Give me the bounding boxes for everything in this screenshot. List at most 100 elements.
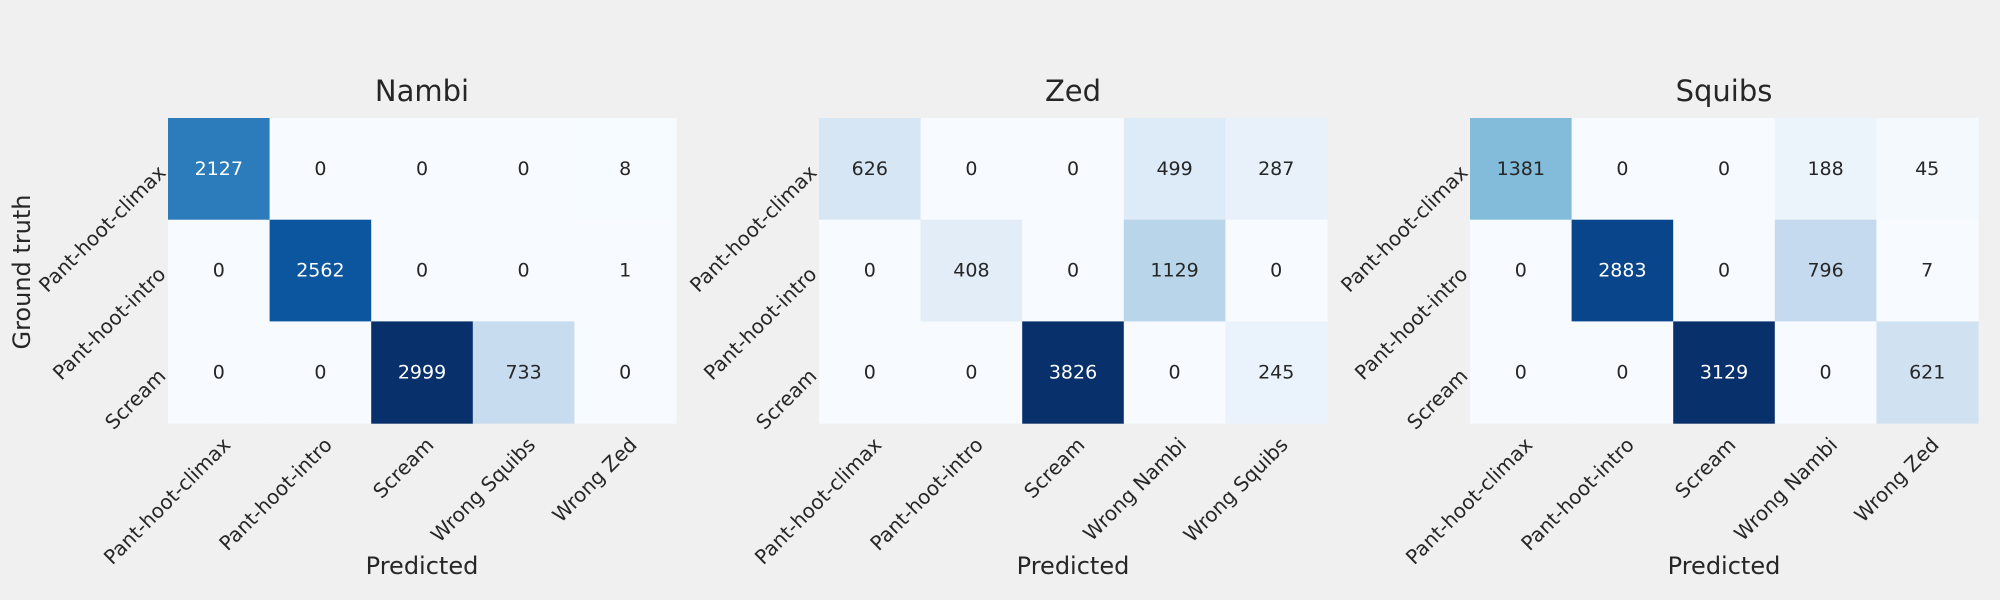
heatmap-cell	[920, 321, 1023, 424]
cell-value-label: 408	[953, 260, 989, 282]
x-axis-label: Predicted	[366, 552, 479, 580]
heatmap-cell	[472, 118, 575, 221]
heatmap-cell	[1673, 321, 1776, 424]
heatmap-cell	[1022, 219, 1125, 322]
heatmap-cell	[1571, 219, 1674, 322]
heatmap-cell	[371, 219, 474, 322]
cell-value-label: 0	[1067, 260, 1079, 282]
cell-value-label: 2883	[1598, 260, 1646, 282]
heatmap-cell	[1470, 321, 1573, 424]
row-tick-label: Scream	[1402, 364, 1472, 434]
cell-value-label: 8	[619, 158, 631, 180]
heatmap-panel-2: Squibs 1381 0 0 188 45 0 2883 0 796 7 0 0 3129 0 621 Pan…	[1336, 74, 1979, 580]
cell-value-label: 0	[965, 158, 977, 180]
heatmap-cell	[168, 219, 271, 322]
cell-value-label: 0	[213, 361, 225, 383]
chart-title: Nambi	[375, 74, 469, 108]
cell-value-label: 0	[619, 361, 631, 383]
heatmap-cell	[1225, 321, 1328, 424]
col-tick-label: Pant-hoot-climax	[750, 433, 887, 570]
col-tick-label: Wrong Zed	[1849, 433, 1943, 527]
heatmap-cell	[920, 219, 1023, 322]
cell-value-label: 7	[1921, 260, 1933, 282]
cell-value-label: 0	[213, 260, 225, 282]
heatmap-cell	[1774, 118, 1877, 221]
heatmap-cell	[371, 321, 474, 424]
x-axis-label: Predicted	[1017, 552, 1130, 580]
cell-value-label: 245	[1258, 361, 1294, 383]
heatmap-cell	[819, 118, 922, 221]
cell-value-label: 287	[1258, 158, 1294, 180]
heatmap-cell	[1673, 118, 1776, 221]
cell-value-label: 45	[1915, 158, 1939, 180]
heatmap-cell	[574, 219, 677, 322]
heatmap-cell	[1022, 118, 1125, 221]
heatmap-cell	[574, 118, 677, 221]
cell-value-label: 2562	[296, 260, 344, 282]
heatmap-cell	[1673, 219, 1776, 322]
heatmap-cell	[1876, 219, 1979, 322]
cell-value-label: 0	[416, 158, 428, 180]
cell-value-label: 0	[1515, 361, 1527, 383]
heatmap-cell	[819, 219, 922, 322]
heatmap-cell	[168, 321, 271, 424]
cell-value-label: 2127	[195, 158, 243, 180]
cell-value-label: 0	[1169, 361, 1181, 383]
col-tick-label: Pant-hoot-climax	[99, 433, 236, 570]
col-tick-label: Wrong Zed	[547, 433, 641, 527]
heatmap-panel-1: Zed 626 0 0 499 287 0 408 0 1129 0 0 0 3826 0 245 Pant-h…	[685, 74, 1328, 580]
cell-value-label: 0	[314, 361, 326, 383]
heatmap-cell	[472, 321, 575, 424]
col-tick-label: Wrong Squibs	[426, 433, 540, 547]
col-tick-label: Wrong Nambi	[1078, 433, 1191, 546]
figure-ylabel: Ground truth	[8, 194, 36, 349]
cell-value-label: 499	[1156, 158, 1192, 180]
heatmap-cell	[269, 118, 372, 221]
heatmap-cell	[269, 321, 372, 424]
col-tick-label: Wrong Nambi	[1729, 433, 1842, 546]
cell-value-label: 2999	[398, 361, 446, 383]
heatmap-cell	[269, 219, 372, 322]
x-axis-label: Predicted	[1668, 552, 1781, 580]
heatmap-cell	[1774, 219, 1877, 322]
cell-value-label: 0	[1820, 361, 1832, 383]
heatmap-panel-0: Nambi 2127 0 0 0 8 0 2562 0 0 1 0 0 2999 733 0 Pant-hoot…	[34, 74, 677, 580]
cell-value-label: 0	[1067, 158, 1079, 180]
cell-value-label: 0	[416, 260, 428, 282]
cell-value-label: 3129	[1700, 361, 1748, 383]
heatmap-cell	[1876, 321, 1979, 424]
cell-value-label: 1	[619, 260, 631, 282]
cell-value-label: 0	[1515, 260, 1527, 282]
heatmap-cell	[168, 118, 271, 221]
heatmap-cell	[1123, 118, 1226, 221]
cell-value-label: 626	[852, 158, 888, 180]
cell-value-label: 3826	[1049, 361, 1097, 383]
heatmap-cell	[371, 118, 474, 221]
cell-value-label: 1129	[1150, 260, 1198, 282]
col-tick-label: Scream	[1670, 433, 1740, 503]
cell-value-label: 0	[864, 260, 876, 282]
col-tick-label: Scream	[1019, 433, 1089, 503]
heatmap-cell	[1123, 219, 1226, 322]
col-tick-label: Scream	[368, 433, 438, 503]
cell-value-label: 0	[1270, 260, 1282, 282]
row-tick-label: Scream	[100, 364, 170, 434]
cell-value-label: 796	[1807, 260, 1843, 282]
cell-value-label: 0	[1616, 361, 1628, 383]
cell-value-label: 0	[518, 158, 530, 180]
cell-value-label: 0	[1718, 260, 1730, 282]
col-tick-label: Wrong Squibs	[1179, 433, 1293, 547]
cell-value-label: 1381	[1497, 158, 1545, 180]
col-tick-label: Pant-hoot-climax	[1401, 433, 1538, 570]
heatmap-cell	[574, 321, 677, 424]
chart-title: Zed	[1045, 74, 1101, 108]
row-tick-label: Scream	[751, 364, 821, 434]
heatmap-cell	[1470, 219, 1573, 322]
cell-value-label: 733	[505, 361, 541, 383]
heatmap-cell	[920, 118, 1023, 221]
cell-value-label: 0	[1718, 158, 1730, 180]
heatmap-cell	[1225, 118, 1328, 221]
cell-value-label: 621	[1909, 361, 1945, 383]
heatmap-cell	[1225, 219, 1328, 322]
